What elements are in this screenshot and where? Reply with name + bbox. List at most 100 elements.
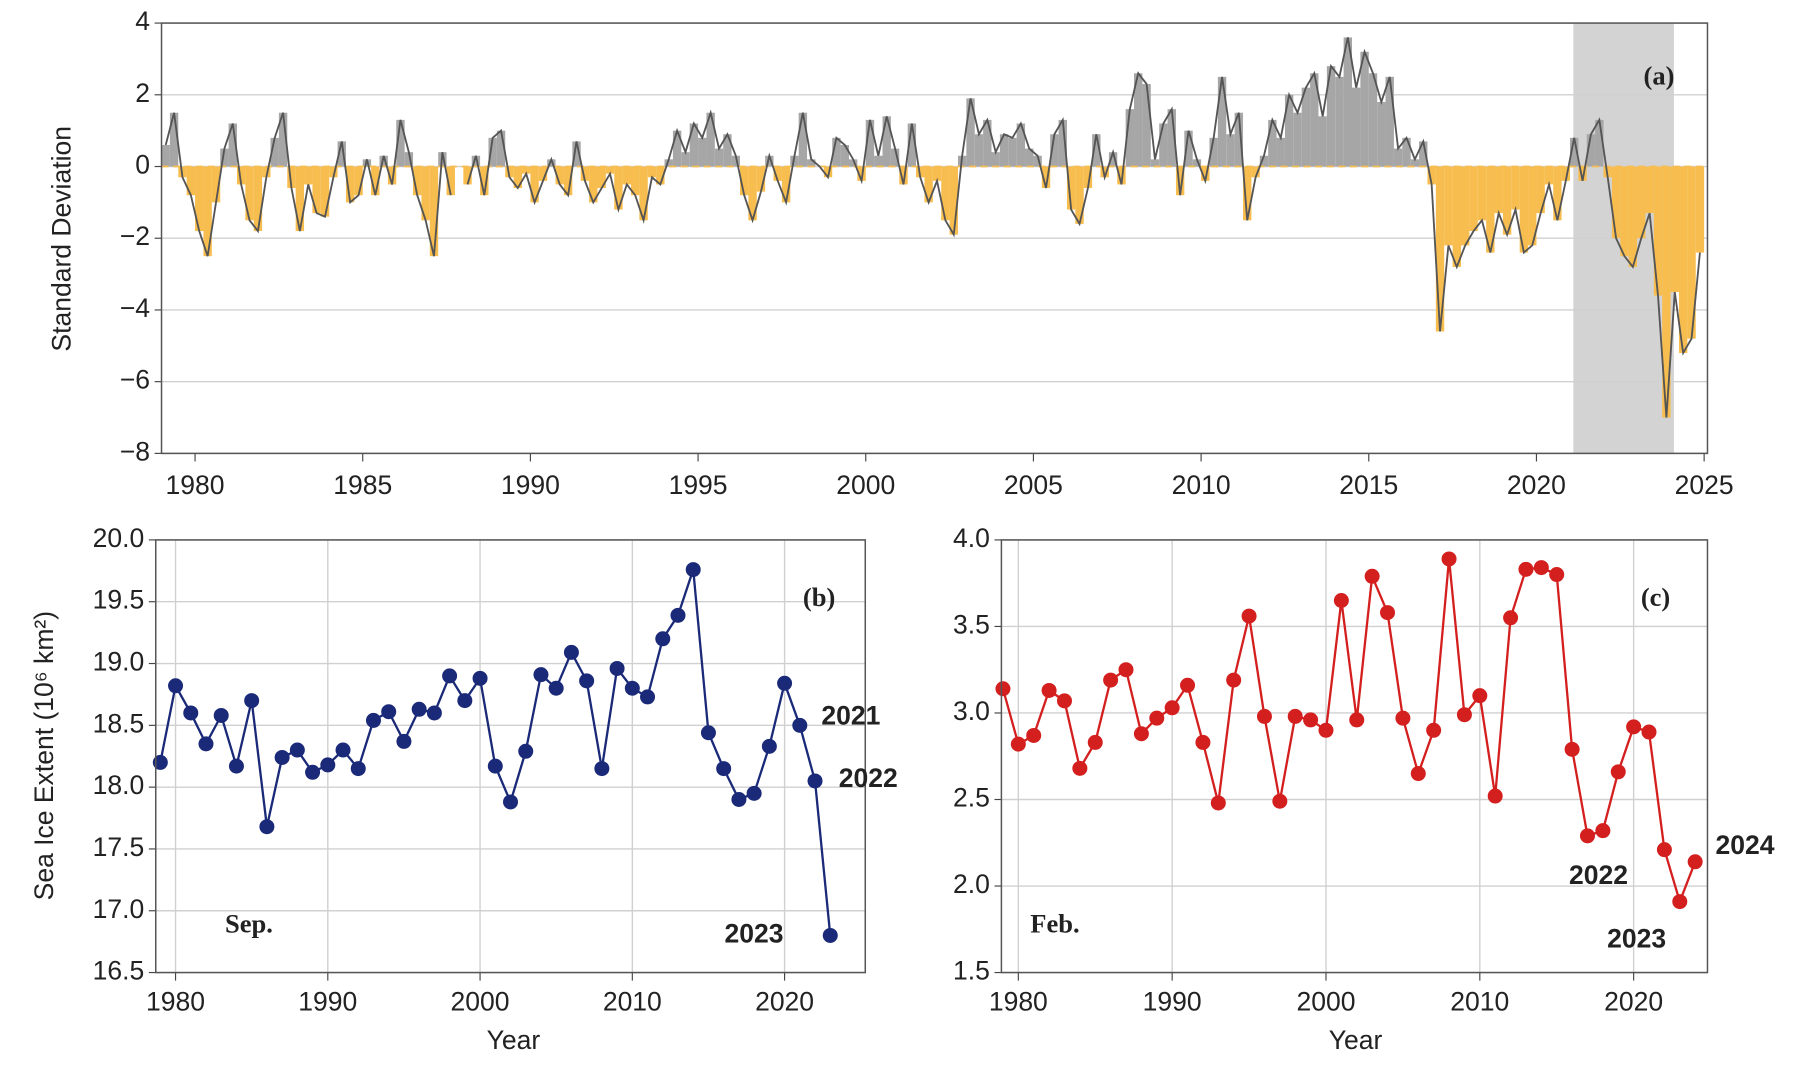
point [1426, 722, 1442, 738]
bar [823, 166, 833, 178]
bar [262, 166, 271, 178]
point [594, 761, 610, 777]
point [731, 792, 747, 807]
point [365, 712, 381, 728]
bar [1326, 66, 1336, 167]
bar [832, 137, 841, 167]
bar [1519, 166, 1529, 253]
bar [689, 123, 699, 167]
line [1001, 558, 1697, 906]
bar [1276, 137, 1285, 167]
y-tick-label: 16.5 [93, 956, 145, 986]
point [1672, 894, 1688, 910]
x-tick-label: 2010 [1172, 470, 1231, 500]
bar [706, 112, 715, 167]
bar [1134, 73, 1143, 167]
bar [329, 166, 338, 178]
y-tick-label: −6 [120, 365, 150, 395]
bar [295, 166, 305, 232]
bar [874, 155, 883, 167]
bar [1310, 73, 1319, 167]
bar [1620, 166, 1629, 257]
bar [597, 166, 606, 189]
bar [865, 119, 875, 167]
point [1118, 662, 1134, 678]
y-tick-label: 4.0 [953, 523, 990, 553]
bar [245, 166, 254, 221]
point [1441, 551, 1457, 567]
bar [848, 159, 858, 167]
point [579, 673, 595, 689]
bar [1075, 166, 1084, 224]
y-tick-label: 2.0 [953, 869, 990, 899]
point [289, 742, 305, 758]
bar [1360, 51, 1369, 167]
bar [1678, 166, 1688, 353]
point [183, 705, 199, 721]
point [335, 742, 351, 758]
bar [1419, 141, 1428, 167]
bar [589, 166, 598, 203]
y-tick-label: 18.0 [93, 770, 145, 800]
point [563, 644, 579, 660]
bar [1041, 166, 1051, 189]
point [1487, 788, 1503, 804]
bar [488, 137, 497, 167]
panel-label: (c) [1641, 582, 1670, 612]
y-tick-label: 1.5 [953, 956, 990, 986]
bar [1569, 137, 1579, 167]
bar [161, 144, 170, 167]
bar [1662, 166, 1671, 418]
bar [530, 166, 539, 203]
bar [1511, 166, 1520, 210]
point [305, 764, 321, 780]
point [1026, 727, 1042, 743]
bar [1150, 159, 1160, 167]
bar [731, 155, 740, 167]
bar [236, 166, 246, 185]
bar [781, 166, 791, 203]
bar [320, 166, 330, 217]
bar [698, 137, 707, 167]
bar [522, 166, 531, 174]
point [1364, 568, 1380, 584]
point [152, 754, 168, 770]
point [198, 736, 214, 752]
bar [1544, 166, 1554, 185]
point [1041, 682, 1057, 698]
x-tick-label: 2020 [1604, 987, 1663, 1017]
x-tick-label: 1990 [1143, 987, 1202, 1017]
bar [1033, 155, 1042, 167]
point [624, 680, 640, 696]
point [1687, 854, 1703, 870]
bar [471, 155, 481, 167]
bar [1385, 76, 1394, 167]
point [1149, 710, 1165, 726]
bar [1008, 137, 1017, 167]
x-tick-label: 1980 [166, 470, 225, 500]
point [655, 631, 671, 647]
bar [1528, 166, 1537, 246]
bar [656, 166, 665, 185]
bar [1058, 119, 1067, 167]
point [807, 773, 823, 789]
bar [169, 112, 179, 167]
y-tick-label: 20.0 [93, 523, 145, 553]
bar [907, 123, 917, 167]
bar [253, 166, 263, 232]
bar [220, 148, 229, 167]
y-tick-label: 4 [135, 6, 150, 36]
bar [941, 166, 950, 221]
annotation: 2023 [1607, 923, 1666, 953]
point [1610, 764, 1626, 780]
bar [1284, 94, 1294, 167]
bar [1427, 166, 1436, 185]
bar [278, 112, 288, 167]
bar [605, 166, 615, 174]
bar [966, 98, 975, 167]
bar [1226, 134, 1235, 167]
point [350, 761, 366, 777]
point [1456, 707, 1472, 723]
bar [547, 159, 556, 167]
